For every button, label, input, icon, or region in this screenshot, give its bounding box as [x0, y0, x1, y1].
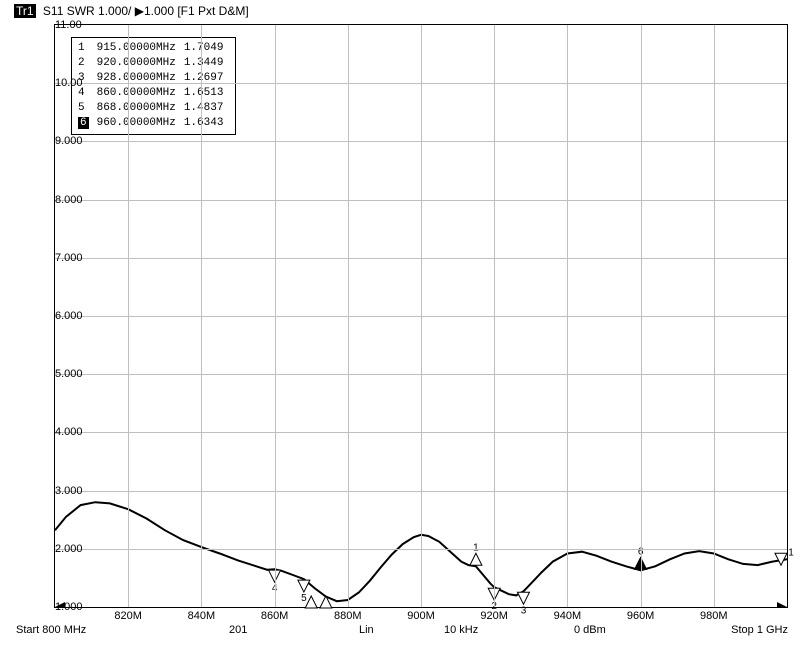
power-label: 0 dBm — [574, 624, 606, 636]
grid-horizontal — [55, 549, 787, 550]
y-tick-label: 7.000 — [55, 252, 61, 264]
y-tick-label: 4.000 — [55, 426, 61, 438]
x-tick-label: 980M — [700, 607, 728, 622]
marker-row-id: 5 — [78, 102, 95, 115]
marker-row-value: 1.6343 — [184, 117, 230, 130]
marker-row-freq: 915.00000MHz — [97, 42, 182, 55]
y-tick-label: 9.000 — [55, 135, 61, 147]
trace-header-text: S11 SWR 1.000/ ▶1.000 [F1 Pxt D&M] — [43, 4, 249, 18]
axis-mini-triangle — [305, 596, 317, 608]
marker-row-id-active: 6 — [78, 117, 89, 129]
marker-triangle — [517, 592, 529, 604]
marker-number: 1 — [473, 542, 479, 553]
stop-freq-label: Stop 1 GHz — [731, 624, 788, 636]
sweep-lin-label: Lin — [359, 624, 374, 636]
y-tick-label: 2.000 — [55, 543, 61, 555]
marker-row: 6 960.00000MHz 1.6343 — [78, 117, 229, 130]
marker-row: 1 915.00000MHz 1.7049 — [78, 42, 229, 55]
end-marker-label: 1 — [788, 547, 794, 558]
marker-triangle — [470, 553, 482, 565]
y-tick-label: 11.00 — [55, 19, 61, 31]
marker-row-id: 2 — [78, 57, 95, 70]
trace-header: Tr1 S11 SWR 1.000/ ▶1.000 [F1 Pxt D&M] — [14, 4, 249, 18]
x-tick-label: 900M — [407, 607, 435, 622]
marker-row-freq: 920.00000MHz — [97, 57, 182, 70]
y-tick-label: 1.000 — [55, 601, 61, 613]
x-tick-label: 840M — [188, 607, 216, 622]
x-tick-label: 920M — [480, 607, 508, 622]
marker-row-freq: 868.00000MHz — [97, 102, 182, 115]
marker-row-id: 1 — [78, 42, 95, 55]
grid-horizontal — [55, 374, 787, 375]
marker-row-value: 1.7049 — [184, 42, 230, 55]
y-tick-label: 5.000 — [55, 368, 61, 380]
grid-horizontal — [55, 432, 787, 433]
marker-table: 1 915.00000MHz 1.7049 2 920.00000MHz 1.3… — [71, 37, 236, 135]
grid-horizontal — [55, 491, 787, 492]
marker-row-value: 1.4837 — [184, 102, 230, 115]
marker-number: 3 — [521, 605, 527, 616]
marker-row-value: 1.3449 — [184, 57, 230, 70]
swr-plot: 1234561 1 915.00000MHz 1.7049 2 920.0000… — [54, 24, 788, 608]
marker-row-value: 1.6513 — [184, 87, 230, 100]
y-tick-label: 8.000 — [55, 194, 61, 206]
marker-row-id: 6 — [78, 117, 95, 130]
y-tick-label: 6.000 — [55, 310, 61, 322]
y-tick-label: 3.000 — [55, 485, 61, 497]
trace-tag: Tr1 — [14, 4, 36, 18]
x-tick-label: 820M — [114, 607, 142, 622]
marker-triangle — [298, 580, 310, 592]
grid-horizontal — [55, 316, 787, 317]
grid-horizontal — [55, 200, 787, 201]
y-tick-label: 10.00 — [55, 77, 61, 89]
marker-row-freq: 860.00000MHz — [97, 87, 182, 100]
ifbw-label: 10 kHz — [444, 624, 478, 636]
marker-row: 5 868.00000MHz 1.4837 — [78, 102, 229, 115]
start-freq-label: Start 800 MHz — [16, 624, 86, 636]
x-tick-label: 960M — [627, 607, 655, 622]
marker-number: 5 — [301, 593, 307, 604]
x-tick-label: 880M — [334, 607, 362, 622]
x-tick-label: 940M — [554, 607, 582, 622]
grid-horizontal — [55, 83, 787, 84]
axis-stop-triangle — [777, 602, 787, 607]
grid-horizontal — [55, 141, 787, 142]
grid-horizontal — [55, 258, 787, 259]
marker-row-freq: 960.00000MHz — [97, 117, 182, 130]
sweep-points-label: 201 — [229, 624, 247, 636]
vna-screenshot: Tr1 S11 SWR 1.000/ ▶1.000 [F1 Pxt D&M] 1… — [0, 0, 800, 654]
x-tick-label: 860M — [261, 607, 289, 622]
marker-row: 2 920.00000MHz 1.3449 — [78, 57, 229, 70]
marker-row: 4 860.00000MHz 1.6513 — [78, 87, 229, 100]
